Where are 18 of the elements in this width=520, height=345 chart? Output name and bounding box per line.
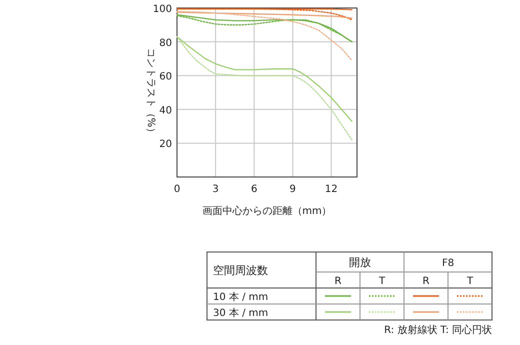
y-tick-label: 100 (152, 4, 172, 15)
y-tick-label: 20 (159, 139, 172, 150)
line-series (176, 36, 352, 122)
x-tick-label: 9 (290, 184, 296, 195)
line-series (176, 10, 352, 61)
y-tick-label: 60 (159, 72, 172, 83)
y-axis-title: コントラスト（%） (145, 48, 156, 138)
x-axis-title: 画面中心からの距離（mm） (202, 205, 332, 217)
text: R: 放射線状 T: 同心円状 (384, 324, 492, 336)
line-series (176, 36, 352, 140)
legend-title: 空間周波数 (213, 264, 268, 277)
y-tick-label: 40 (159, 105, 172, 116)
x-tick-label: 12 (324, 184, 338, 195)
x-tick-label: 0 (174, 184, 180, 195)
x-tick-label: 3 (212, 184, 219, 195)
legend: 空間周波数 開放 F8 R T R T 10 本 / mm 30 本 / mm (206, 252, 492, 320)
x-tick-label: 6 (250, 184, 258, 195)
y-tick-label: 80 (159, 38, 172, 49)
